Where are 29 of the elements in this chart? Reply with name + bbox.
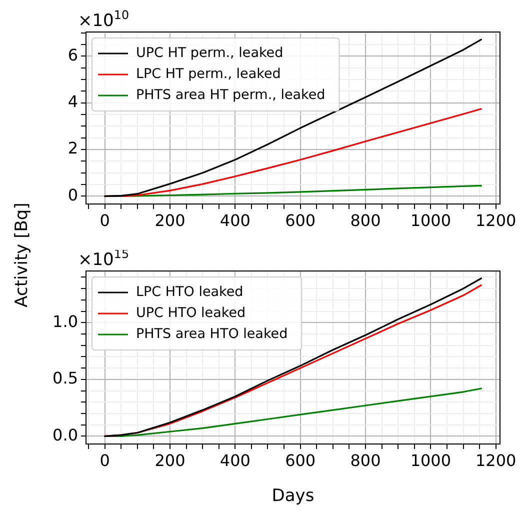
x-tick-label: 600: [285, 450, 316, 470]
y-tick-label: 6: [68, 45, 78, 64]
x-tick-label: 1000: [410, 450, 452, 470]
y-tick-label: 0.0: [52, 425, 78, 444]
x-tick-label: 1200: [475, 450, 516, 470]
x-tick-label: 200: [154, 450, 186, 470]
legend-label: UPC HTO leaked: [136, 305, 246, 321]
y-tick-label: 4: [68, 92, 78, 111]
x-tick-label: 800: [350, 210, 381, 230]
y-axis-title: Activity [Bq]: [12, 202, 32, 308]
x-tick-label: 400: [220, 210, 250, 230]
legend-label: UPC HT perm., leaked: [136, 45, 284, 61]
x-tick-label: 600: [285, 210, 316, 230]
y-tick-label: 1.0: [52, 312, 78, 331]
x-tick-label: 200: [154, 210, 186, 230]
x-tick-label: 0: [100, 450, 110, 470]
x-tick-label: 0: [100, 210, 110, 230]
y-tick-label: 2: [68, 138, 78, 158]
y-tick-label: 0: [68, 185, 78, 204]
y-tick-label: 0.5: [52, 368, 78, 388]
legend-label: LPC HT perm., leaked: [136, 66, 281, 82]
x-axis-title: Days: [272, 486, 314, 506]
legend-label: PHTS area HT perm., leaked: [136, 87, 326, 103]
x-tick-label: 400: [220, 450, 250, 470]
legend-label: LPC HTO leaked: [136, 284, 244, 300]
x-tick-label: 1200: [475, 210, 516, 230]
legend-label: PHTS area HTO leaked: [136, 326, 288, 342]
x-tick-label: 800: [350, 450, 381, 470]
x-tick-label: 1000: [410, 210, 452, 230]
